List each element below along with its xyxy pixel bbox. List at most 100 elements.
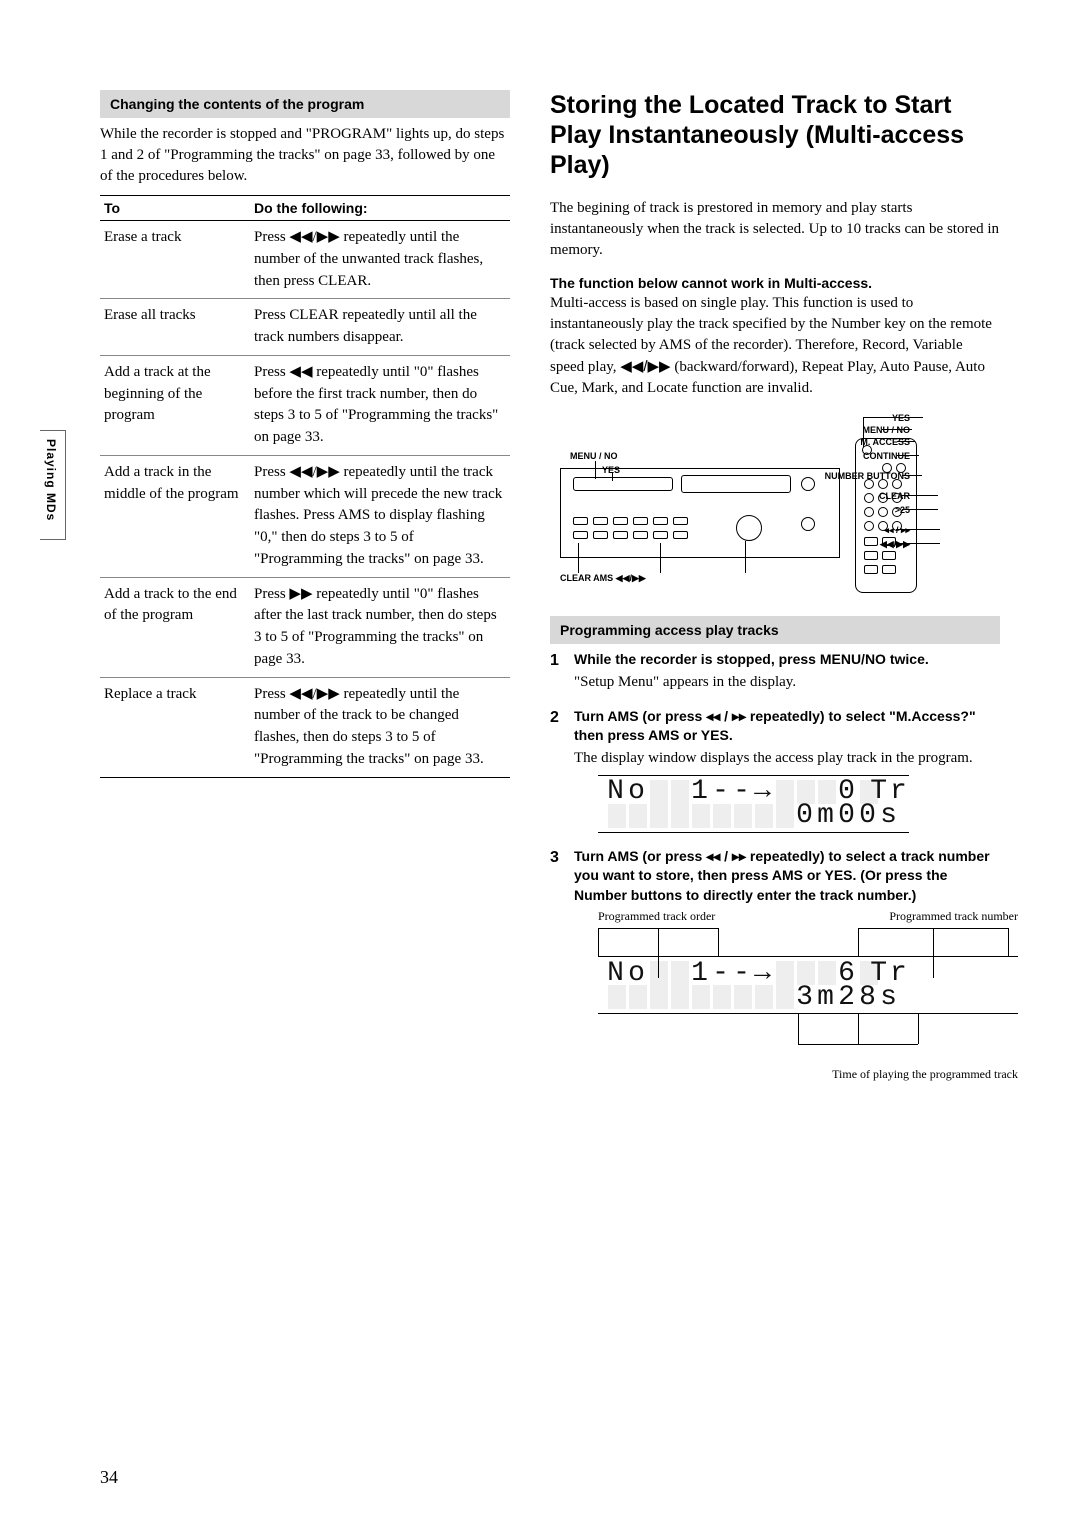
main-heading: Storing the Located Track to Start Play … <box>550 90 1000 180</box>
label-number: Programmed track number <box>889 908 1018 925</box>
lead <box>897 455 919 456</box>
callout-maccess: M. ACCESS <box>860 437 910 447</box>
step-1: While the recorder is stopped, press MEN… <box>550 650 1000 693</box>
remote-btn <box>882 565 896 574</box>
step1-text: "Setup Menu" appears in the display. <box>574 674 796 690</box>
lcd2-leads-top <box>598 928 1018 956</box>
step-3: Turn AMS (or press ◂◂ / ▸▸ repeatedly) t… <box>550 847 1000 1083</box>
callout-clear: CLEAR <box>879 491 910 501</box>
p1: The begining of track is prestored in me… <box>550 198 1000 261</box>
bold-warning: The function below cannot work in Multi-… <box>550 275 1000 291</box>
remote-btn <box>864 537 878 546</box>
callout-numbuttons: NUMBER BUTTONS <box>825 471 910 481</box>
th-to: To <box>100 196 250 221</box>
lead <box>896 543 940 544</box>
lead <box>660 543 661 573</box>
right-column: Storing the Located Track to Start Play … <box>550 90 1000 1097</box>
callout-prevnext: ◂◂ / ▸▸ <box>884 525 910 536</box>
cell-do: Press CLEAR repeatedly until all the tra… <box>250 299 510 356</box>
step1-bold: While the recorder is stopped, press MEN… <box>574 650 1000 670</box>
callout-yes2: YES <box>602 465 620 475</box>
cell-to: Replace a track <box>100 677 250 777</box>
callout-yes1: YES <box>892 413 910 423</box>
lead <box>896 529 940 530</box>
th-do: Do the following: <box>250 196 510 221</box>
mini-btn <box>573 531 588 539</box>
table-row: Add a track at the beginning of the prog… <box>100 355 510 455</box>
remote-num <box>878 507 888 517</box>
disc-slot <box>573 477 673 491</box>
p2b-symbol: ◀◀/▶▶ <box>620 358 670 375</box>
cell-do: Press ◀◀/▶▶ repeatedly until the track n… <box>250 455 510 577</box>
cell-to: Add a track to the end of the program <box>100 577 250 677</box>
remote-num <box>864 521 874 531</box>
remote-body <box>855 438 917 593</box>
device-body <box>560 468 840 558</box>
callout-clearams: CLEAR AMS ◀◀/▶▶ <box>560 573 646 584</box>
step3-bold: Turn AMS (or press ◂◂ / ▸▸ repeatedly) t… <box>574 847 1000 906</box>
lead <box>745 541 746 573</box>
step2-text: The display window displays the access p… <box>574 750 973 766</box>
table-row: Erase all tracks Press CLEAR repeatedly … <box>100 299 510 356</box>
steps-list: While the recorder is stopped, press MEN… <box>550 650 1000 1083</box>
cell-to: Add a track at the beginning of the prog… <box>100 355 250 455</box>
label-order: Programmed track order <box>598 908 715 925</box>
lcd2-display: No 1--→ 6 Tr 3m28s <box>598 956 1018 1014</box>
cell-to: Erase all tracks <box>100 299 250 356</box>
cell-do: Press ◀◀/▶▶ repeatedly until the number … <box>250 677 510 777</box>
mini-btn <box>613 517 628 525</box>
mini-btn <box>633 531 648 539</box>
display <box>681 475 791 493</box>
lead <box>897 441 915 442</box>
ams-knob <box>736 515 762 541</box>
step-2: Turn AMS (or press ◂◂ / ▸▸ repeatedly) t… <box>550 707 1000 833</box>
lcd1: No 1--→ 0 Tr 0m00s <box>598 775 1000 833</box>
p2: Multi-access is based on single play. Th… <box>550 293 1000 399</box>
cell-to: Erase a track <box>100 221 250 299</box>
lead <box>863 417 923 418</box>
lead <box>902 495 938 496</box>
side-tab: Playing MDs <box>40 430 66 540</box>
table-row: Add a track to the end of the program Pr… <box>100 577 510 677</box>
lcd2-leads-bot <box>598 1014 1018 1060</box>
mini-btn <box>573 517 588 525</box>
lead <box>595 461 596 479</box>
callout-continue: CONTINUE <box>863 451 910 461</box>
step2-bold: Turn AMS (or press ◂◂ / ▸▸ repeatedly) t… <box>574 707 1000 746</box>
mini-btn <box>673 517 688 525</box>
lead <box>882 429 912 430</box>
mini-btn <box>653 531 668 539</box>
mini-btn <box>593 517 608 525</box>
cell-to: Add a track in the middle of the program <box>100 455 250 577</box>
cell-do: Press ◀◀ repeatedly until "0" flashes be… <box>250 355 510 455</box>
table-row: Replace a track Press ◀◀/▶▶ repeatedly u… <box>100 677 510 777</box>
table-row: Erase a track Press ◀◀/▶▶ repeatedly unt… <box>100 221 510 299</box>
cell-do: Press ▶▶ repeatedly until "0" flashes af… <box>250 577 510 677</box>
callout-gt25: >25 <box>895 505 910 515</box>
mini-btn <box>613 531 628 539</box>
device-diagram: YES MENU / NO M. ACCESS CONTINUE NUMBER … <box>550 413 990 598</box>
mini-btn <box>673 531 688 539</box>
callout-rewff: ◀◀/▶▶ <box>880 539 910 550</box>
knob <box>801 477 815 491</box>
lcd2-block: Programmed track order Programmed track … <box>598 908 1018 1084</box>
section-header-programming: Programming access play tracks <box>550 616 1000 644</box>
lead <box>902 509 938 510</box>
remote-btn <box>864 551 878 560</box>
remote-btn <box>882 551 896 560</box>
remote-num <box>864 493 874 503</box>
remote-num <box>864 507 874 517</box>
mini-btn <box>593 531 608 539</box>
side-tab-label: Playing MDs <box>44 439 58 521</box>
knob <box>801 517 815 531</box>
lcd1-display: No 1--→ 0 Tr 0m00s <box>598 775 909 833</box>
lead <box>902 475 922 476</box>
lead <box>578 543 579 573</box>
table-row: Add a track in the middle of the program… <box>100 455 510 577</box>
callout-menuno2: MENU / NO <box>570 451 618 461</box>
callout-menuno1: MENU / NO <box>862 425 910 435</box>
page: Changing the contents of the program Whi… <box>0 0 1080 1137</box>
page-number: 34 <box>100 1467 118 1488</box>
mini-btn <box>633 517 648 525</box>
remote-btn <box>864 565 878 574</box>
